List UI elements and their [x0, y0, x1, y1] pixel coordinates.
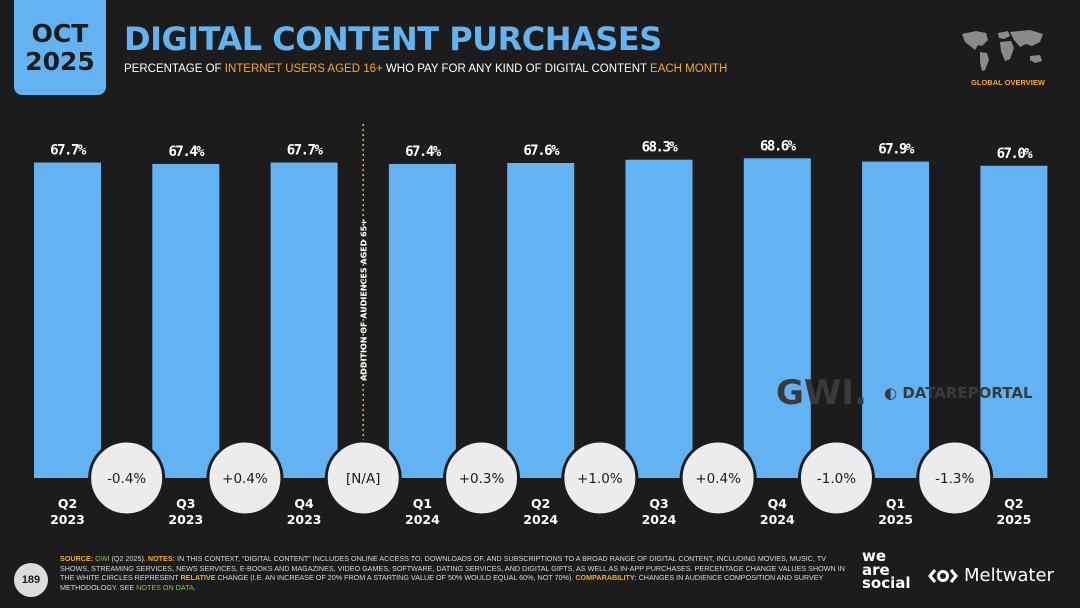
- subtitle-highlight-2: EACH MONTH: [650, 63, 728, 75]
- datareportal-text: DATAREPORTAL: [902, 384, 1033, 402]
- change-label-1: +0.4%: [222, 471, 268, 487]
- subtitle-part-1: PERCENTAGE OF: [124, 63, 225, 75]
- date-month: OCT: [31, 18, 89, 48]
- source-rest: (Q2 2025).: [109, 554, 148, 563]
- was-line-1: we: [862, 547, 887, 565]
- category-year-6: 2024: [760, 512, 795, 527]
- category-quarter-0: Q2: [58, 496, 77, 511]
- gwi-watermark: GWI.: [776, 373, 867, 413]
- change-circle-6: [797, 439, 875, 517]
- change-circle-2: [324, 439, 402, 517]
- bar-2: [270, 162, 338, 478]
- change-label-2: [N/A]: [346, 471, 380, 487]
- subtitle-highlight-1: INTERNET USERS AGED 16+: [224, 63, 383, 75]
- we-are-social-logo: we are social: [862, 547, 911, 592]
- category-year-4: 2024: [523, 512, 558, 527]
- value-label-1: 67.4%: [168, 144, 205, 160]
- subtitle-part-2: WHO PAY FOR ANY KIND OF DIGITAL CONTENT: [382, 63, 651, 75]
- change-label-7: -1.3%: [935, 471, 974, 487]
- page-number: 189: [14, 563, 48, 597]
- category-quarter-6: Q4: [768, 496, 788, 511]
- bar-chart: ADDITION OF AUDIENCES AGED 65+ -0.4% +0.4…: [34, 124, 1048, 527]
- meltwater-text: Meltwater: [964, 565, 1054, 586]
- notes-label: NOTES:: [147, 554, 176, 563]
- category-quarter-4: Q2: [531, 496, 550, 511]
- change-label-4: +1.0%: [577, 471, 623, 487]
- value-label-7: 67.9%: [878, 142, 915, 158]
- bar-5: [625, 159, 693, 479]
- global-overview-label: GLOBAL OVERVIEW: [971, 78, 1045, 87]
- category-year-5: 2024: [642, 512, 677, 527]
- divider-label: ADDITION OF AUDIENCES AGED 65+: [359, 219, 368, 381]
- datareportal-watermark: ◐ DATAREPORTAL: [884, 384, 1033, 402]
- category-year-2: 2023: [287, 512, 322, 527]
- was-line-2: are: [862, 560, 890, 579]
- value-label-6: 68.6%: [760, 138, 797, 154]
- category-quarter-2: Q4: [294, 496, 314, 511]
- date-year: 2025: [25, 46, 95, 76]
- bar-6: [743, 158, 811, 478]
- bar-4: [507, 162, 575, 478]
- page-subtitle: PERCENTAGE OF INTERNET USERS AGED 16+ WH…: [124, 63, 727, 75]
- notes-on-data-link[interactable]: NOTES ON DATA: [136, 582, 194, 592]
- change-circle-1: [206, 439, 284, 517]
- value-label-4: 67.6%: [523, 143, 560, 159]
- meltwater-icon: [928, 568, 958, 583]
- category-year-0: 2023: [50, 512, 85, 527]
- category-year-8: 2025: [997, 512, 1032, 527]
- change-circle-5: [679, 439, 757, 517]
- world-map-icon: [962, 30, 1043, 71]
- category-quarter-8: Q2: [1004, 496, 1023, 511]
- change-circle-4: [561, 439, 639, 517]
- bar-3: [388, 163, 456, 478]
- bar-0: [34, 162, 101, 478]
- change-circle-3: [443, 439, 521, 517]
- category-year-3: 2024: [405, 512, 440, 527]
- category-quarter-3: Q1: [413, 496, 432, 511]
- value-label-5: 68.3%: [642, 140, 679, 156]
- source-label: SOURCE:: [60, 554, 94, 563]
- meltwater-logo: Meltwater: [928, 565, 1054, 586]
- footnote-end: .: [193, 582, 196, 592]
- bar-7: [862, 161, 930, 478]
- footnote: SOURCE: GWI (Q2 2025). NOTES: IN THIS CO…: [60, 554, 850, 592]
- was-line-3: social: [862, 574, 911, 592]
- bar-8: [980, 165, 1048, 478]
- value-label-3: 67.4%: [405, 144, 442, 160]
- source-name: GWI: [95, 554, 110, 563]
- change-label-6: -1.0%: [817, 471, 856, 487]
- change-circle-7: [916, 439, 994, 517]
- category-year-7: 2025: [878, 512, 913, 527]
- category-quarter-1: Q3: [176, 496, 195, 511]
- date-badge: OCT 2025: [14, 0, 106, 95]
- value-label-0: 67.7%: [50, 143, 87, 159]
- category-year-1: 2023: [168, 512, 203, 527]
- change-label-0: -0.4%: [107, 471, 146, 487]
- notes-text: IN THIS CONTEXT, “DIGITAL CONTENT” INCLU…: [60, 554, 845, 583]
- bar-1: [152, 163, 220, 478]
- value-label-8: 67.0%: [997, 146, 1034, 162]
- change-label-3: +0.3%: [459, 471, 505, 487]
- category-quarter-5: Q3: [649, 496, 668, 511]
- comparability-label: COMPARABILITY:: [575, 573, 637, 583]
- relative-label: RELATIVE: [180, 573, 216, 583]
- category-quarter-7: Q1: [886, 496, 905, 511]
- value-label-2: 67.7%: [287, 143, 324, 159]
- change-label-5: +0.4%: [695, 471, 741, 487]
- change-circle-0: [88, 439, 166, 517]
- page-title: DIGITAL CONTENT PURCHASES: [124, 20, 662, 58]
- comparability-text: CHANGES IN AUDIENCE COMPOSITION AND SURV…: [60, 573, 824, 592]
- relative-rest: CHANGE (I.E. AN INCREASE OF 20% FROM A S…: [215, 573, 576, 583]
